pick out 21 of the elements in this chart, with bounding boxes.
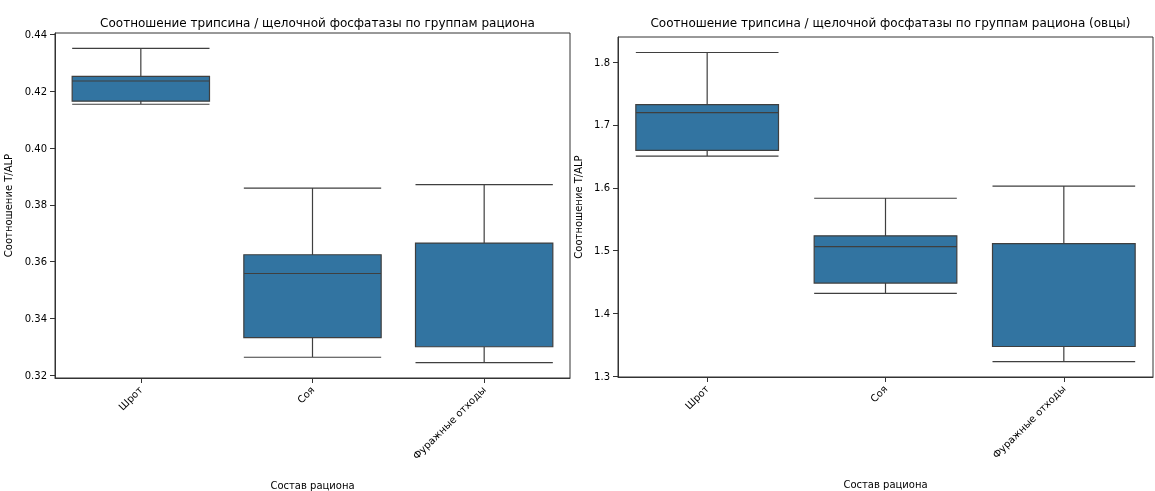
y-tick-label: 1.4 — [594, 308, 610, 320]
x-axis-title: Состав рациона — [843, 478, 928, 490]
chart-title: Соотношение трипсина / щелочной фосфатазы по группам рациона (овцы) — [650, 16, 1131, 30]
y-tick-label: 0.32 — [24, 369, 47, 381]
y-tick-label: 0.40 — [24, 142, 47, 154]
y-tick-label: 0.34 — [24, 312, 47, 324]
y-tick-label: 1.8 — [594, 56, 610, 68]
y-tick-label: 1.7 — [594, 119, 610, 131]
y-axis-title: Соотношение T/ALP — [572, 155, 584, 259]
y-tick-label: 0.42 — [24, 85, 47, 97]
y-axis-title: Соотношение T/ALP — [3, 153, 15, 258]
y-tick-label: 1.3 — [594, 370, 610, 382]
y-tick-label: 0.36 — [24, 256, 47, 268]
y-tick-label: 0.44 — [24, 28, 47, 40]
y-tick-label: 1.6 — [594, 182, 610, 194]
x-tick-label: Соя — [295, 384, 317, 406]
y-tick-label: 0.38 — [24, 199, 47, 211]
chart-title: Соотношение трипсина / щелочной фосфатазы по группам рациона — [100, 16, 535, 30]
y-tick-label: 1.5 — [594, 245, 610, 257]
x-tick-label: Соя — [868, 383, 890, 405]
x-axis-title: Состав рациона — [270, 479, 355, 491]
